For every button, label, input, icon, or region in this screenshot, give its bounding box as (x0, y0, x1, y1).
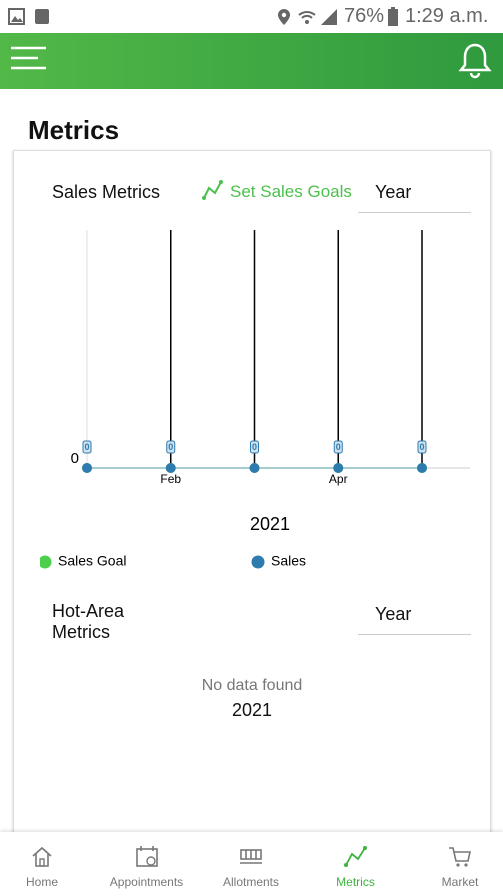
nav-label: Home (25, 875, 58, 889)
nav-item[interactable]: Metrics (306, 832, 406, 896)
hot-area-year: 2021 (231, 700, 273, 720)
data-label-box (82, 440, 92, 454)
battery-percent: 76% (344, 5, 385, 27)
data-label-box (417, 440, 427, 454)
nav-label: Market (441, 875, 479, 889)
x-tick-label: Apr (329, 472, 348, 486)
data-label: 0 (336, 442, 341, 452)
nav-item[interactable]: Home (0, 832, 92, 896)
status-bar: 76% 1:29 a.m. (0, 0, 503, 33)
empty-message: No data found (201, 677, 303, 694)
nav-icon (135, 846, 158, 867)
data-point (417, 463, 427, 473)
data-label: 0 (84, 442, 89, 452)
data-label: 0 (168, 442, 173, 452)
legend-swatch (40, 555, 52, 569)
data-point (82, 463, 92, 473)
data-point (165, 463, 176, 473)
page-title: Metrics (28, 115, 120, 145)
nav-item[interactable]: Appointments (97, 832, 197, 896)
nav-label: Metrics (336, 875, 375, 889)
nav-icon (449, 847, 471, 867)
goals-icon[interactable] (202, 179, 224, 201)
nav-label: Allotments (222, 875, 280, 889)
data-point (333, 463, 344, 473)
status-icons (8, 8, 49, 25)
hot-area-period-select[interactable]: Year (358, 600, 471, 635)
data-point (249, 463, 260, 473)
data-label: 0 (252, 442, 257, 452)
sales-period-select[interactable]: Year (358, 178, 471, 213)
legend-swatch (251, 555, 265, 569)
x-tick-label: Feb (160, 472, 181, 486)
nav-icon (240, 849, 262, 864)
nav-label: Appointments (109, 875, 184, 889)
bottom-nav: Home Appointments Allotments Metrics Market (0, 832, 503, 896)
notifications-button[interactable] (458, 41, 492, 79)
app-header (0, 33, 503, 89)
sales-title: Sales Metrics (52, 182, 161, 202)
nav-icon (343, 846, 367, 867)
data-label-box (166, 440, 176, 454)
menu-button[interactable] (10, 45, 48, 73)
data-label-box (250, 440, 259, 454)
battery-icon (388, 7, 398, 26)
hot-area-title: Hot-Area Metrics (52, 601, 125, 642)
legend-label: Sales (271, 553, 306, 569)
set-goals-link[interactable]: Set Sales Goals (230, 182, 352, 201)
nav-item[interactable]: Market (410, 832, 503, 896)
y-tick-label: 0 (71, 450, 79, 467)
data-label: 0 (419, 442, 424, 452)
nav-item[interactable]: Allotments (201, 832, 301, 896)
nav-icon (32, 846, 52, 867)
metrics-card: Sales Metrics Set Sales Goals Year Hot-A… (13, 150, 491, 852)
data-label-box (333, 440, 343, 454)
legend-label: Sales Goal (58, 553, 126, 569)
clock: 1:29 a.m. (405, 5, 489, 27)
x-axis-label: 2021 (250, 514, 290, 534)
signal-icons (278, 9, 337, 25)
